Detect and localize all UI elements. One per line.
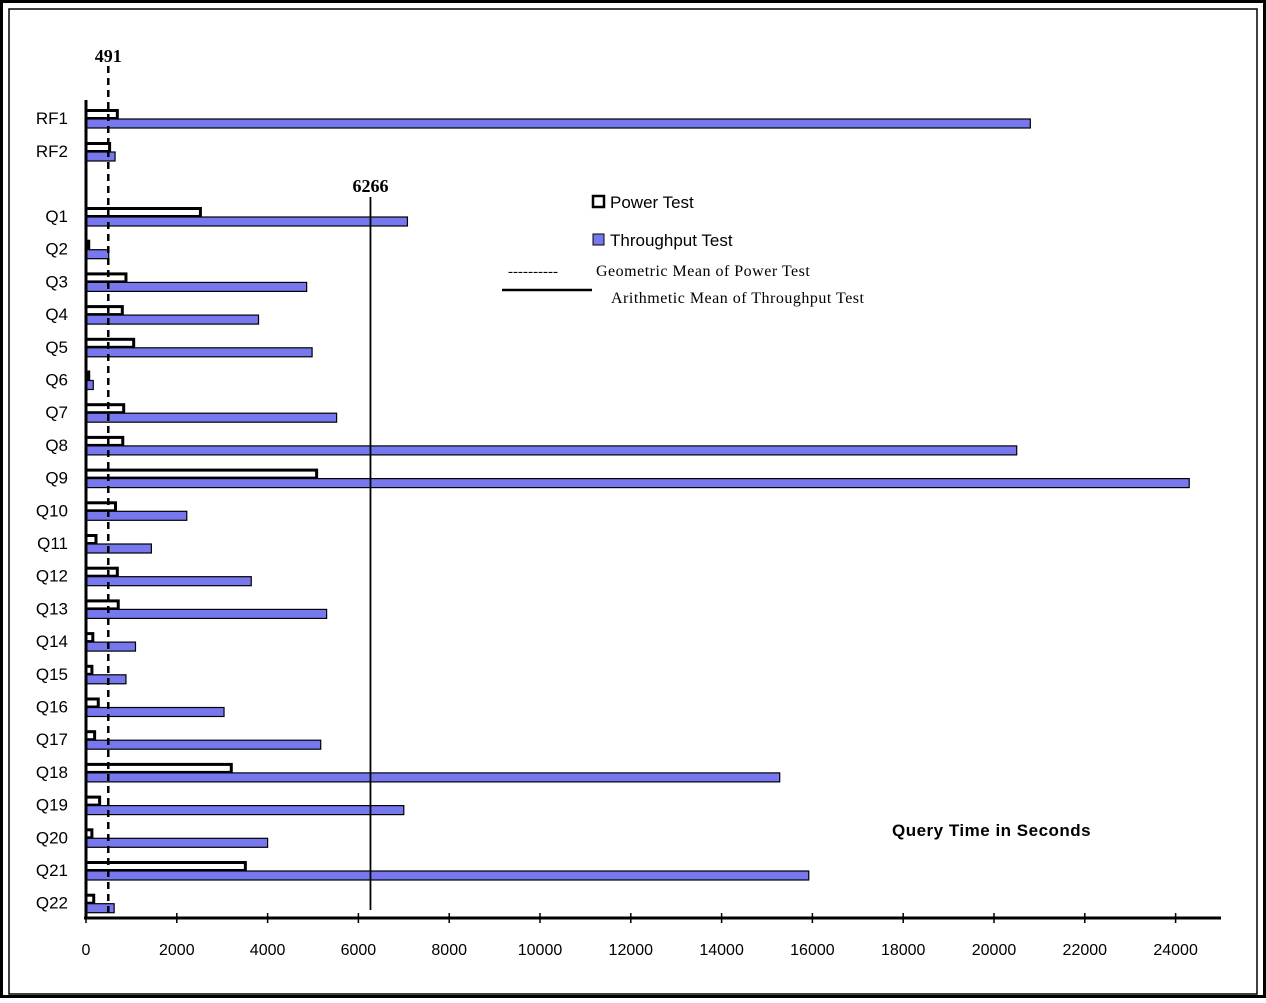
- x-tick-label-16000: 16000: [790, 942, 835, 959]
- bar-throughput-q1: [85, 216, 409, 227]
- legend-power-swatch: [591, 194, 606, 209]
- category-label-q8: Q8: [45, 436, 68, 455]
- bar-throughput-q2: [85, 249, 110, 260]
- bar-power-q16: [84, 697, 100, 709]
- x-tick-label-4000: 4000: [250, 942, 286, 959]
- x-tick-label-18000: 18000: [881, 942, 926, 959]
- x-tick-label-22000: 22000: [1063, 942, 1108, 959]
- bar-power-rf2: [84, 142, 112, 153]
- bar-throughput-q21: [85, 870, 810, 881]
- bar-throughput-q7: [85, 412, 338, 423]
- bar-throughput-q14: [85, 641, 137, 652]
- x-tick-label-2000: 2000: [159, 942, 195, 959]
- category-label-q1: Q1: [45, 207, 68, 226]
- bar-throughput-q9: [85, 478, 1190, 489]
- bar-power-q8: [84, 435, 125, 447]
- x-tick-label-14000: 14000: [699, 942, 744, 959]
- x-tick-label-0: 0: [82, 942, 91, 959]
- bar-power-q1: [84, 207, 202, 218]
- bar-power-q21: [84, 861, 247, 872]
- legend-throughput-label: Throughput Test: [610, 231, 733, 250]
- legend-geometric-marker: ----------: [508, 264, 558, 280]
- x-tick-label-10000: 10000: [518, 942, 563, 959]
- category-label-q5: Q5: [45, 338, 68, 357]
- category-label-q18: Q18: [36, 763, 68, 782]
- bar-power-q5: [84, 337, 136, 349]
- category-label-q13: Q13: [36, 599, 68, 618]
- x-tick-label-20000: 20000: [972, 942, 1017, 959]
- bar-power-q9: [84, 468, 319, 480]
- bar-throughput-q3: [85, 281, 308, 292]
- bar-power-q13: [84, 599, 120, 611]
- bar-throughput-q12: [85, 576, 252, 587]
- legend-power-label: Power Test: [610, 193, 694, 212]
- legend-geometric-label: Geometric Mean of Power Test: [596, 263, 810, 280]
- category-label-q11: Q11: [37, 534, 68, 553]
- bar-throughput-q4: [85, 314, 260, 325]
- category-label-q16: Q16: [36, 698, 68, 717]
- category-label-q14: Q14: [36, 632, 68, 651]
- category-label-q7: Q7: [45, 403, 68, 422]
- x-tick-label-12000: 12000: [609, 942, 654, 959]
- reference-label-491: 491: [95, 46, 122, 66]
- bar-power-q4: [84, 305, 124, 317]
- bar-power-q10: [84, 501, 118, 513]
- bar-power-q19: [84, 795, 102, 807]
- bar-throughput-q8: [85, 445, 1018, 456]
- bar-throughput-rf1: [85, 118, 1031, 129]
- bar-power-rf1: [84, 109, 119, 120]
- category-label-q4: Q4: [45, 305, 68, 324]
- category-label-q20: Q20: [36, 828, 68, 847]
- category-label-q10: Q10: [36, 501, 68, 520]
- category-label-q22: Q22: [36, 894, 68, 913]
- bar-power-q12: [84, 566, 119, 578]
- bar-throughput-q11: [85, 543, 152, 554]
- bar-throughput-q17: [85, 739, 322, 750]
- bar-throughput-q13: [85, 608, 328, 620]
- inner-border: [8, 8, 1258, 995]
- category-label-q12: Q12: [36, 567, 68, 586]
- category-label-rf2: RF2: [36, 142, 68, 161]
- bar-throughput-q10: [85, 510, 188, 521]
- x-tick-label-24000: 24000: [1153, 942, 1198, 959]
- category-label-rf1: RF1: [36, 109, 68, 128]
- bar-throughput-q20: [85, 837, 269, 848]
- bar-power-q7: [84, 403, 126, 415]
- category-label-q21: Q21: [36, 861, 68, 880]
- bar-throughput-q5: [85, 347, 313, 358]
- bar-throughput-q18: [85, 772, 781, 783]
- bar-throughput-q16: [85, 706, 225, 718]
- x-tick-label-6000: 6000: [341, 942, 377, 959]
- reference-label-6266: 6266: [352, 176, 388, 196]
- legend-throughput-swatch: [592, 233, 605, 246]
- category-label-q2: Q2: [45, 240, 68, 259]
- category-label-q15: Q15: [36, 665, 68, 684]
- category-label-q19: Q19: [36, 796, 68, 815]
- bar-throughput-rf2: [85, 151, 116, 162]
- category-label-q9: Q9: [45, 469, 68, 488]
- bar-throughput-q22: [85, 903, 115, 914]
- x-axis-title: Query Time in Seconds: [892, 821, 1091, 840]
- bar-power-q3: [84, 272, 128, 284]
- category-label-q3: Q3: [45, 272, 68, 291]
- legend-arithmetic-label: Arithmetic Mean of Throughput Test: [611, 290, 865, 307]
- category-label-q17: Q17: [36, 730, 68, 749]
- bar-throughput-q19: [85, 804, 405, 816]
- x-tick-label-8000: 8000: [431, 942, 467, 959]
- bar-throughput-q15: [85, 674, 127, 685]
- category-label-q6: Q6: [45, 371, 68, 390]
- legend: Power Test Throughput Test ---------- Ge…: [502, 193, 865, 307]
